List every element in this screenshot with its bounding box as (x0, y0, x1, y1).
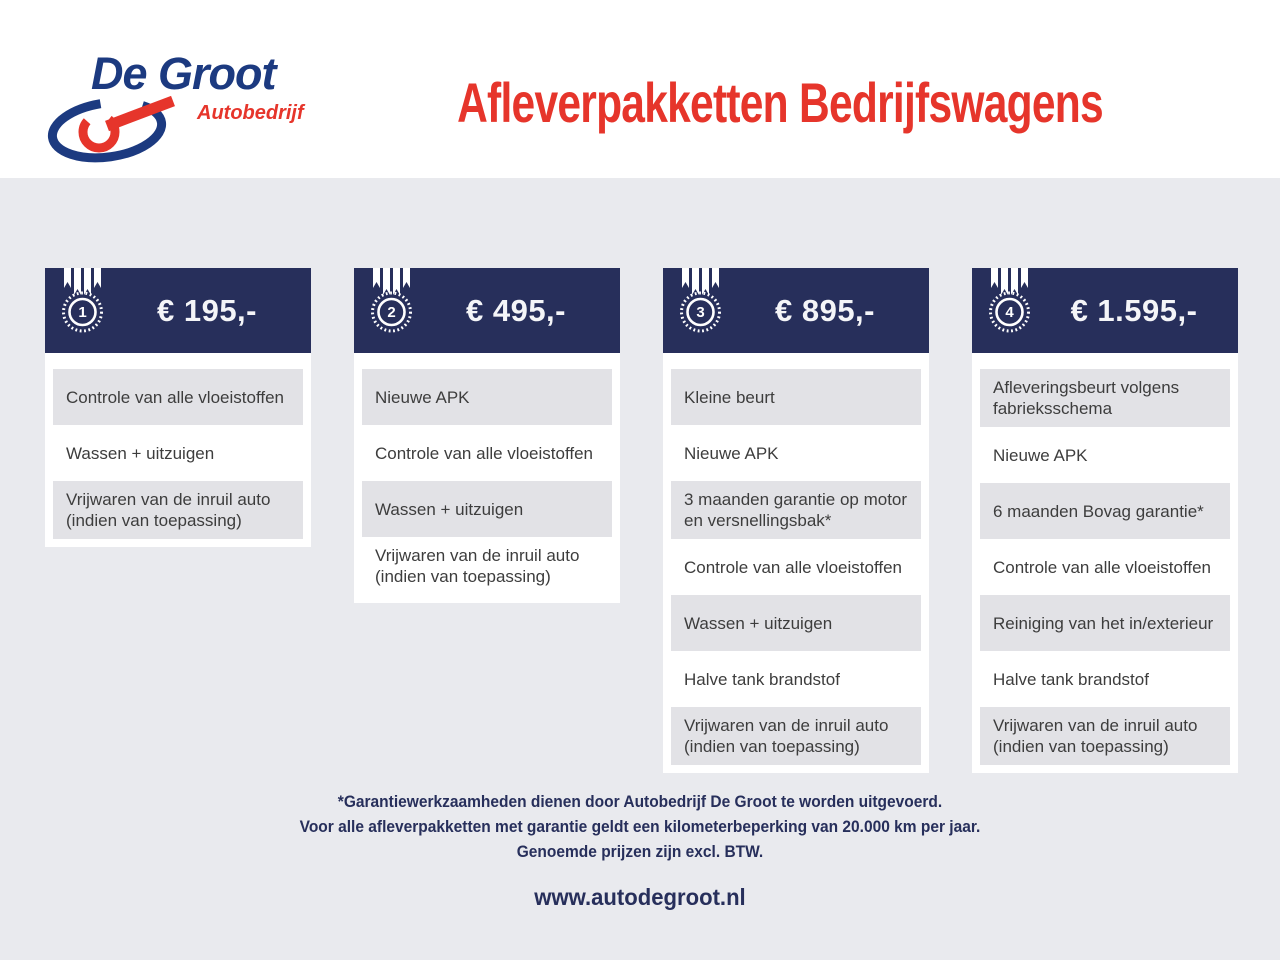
page-title: Afleverpakketten Bedrijfswagens (457, 71, 1104, 134)
package-card: 2 € 495,- Nieuwe APK Controle van alle vl… (354, 268, 620, 603)
package-items: Afleveringsbeurt volgens fabrieksschema N… (972, 353, 1238, 773)
package-item: Nieuwe APK (362, 369, 612, 425)
package-card: 3 € 895,- Kleine beurt Nieuwe APK 3 maande… (663, 268, 929, 773)
package-price: € 1.595,- (1070, 292, 1198, 328)
footnote-line: Voor alle afleverpakketten met garantie … (299, 818, 981, 836)
package-item: Nieuwe APK (671, 425, 921, 481)
medal-number: 4 (1005, 304, 1014, 321)
brand-name: De Groot (91, 48, 277, 99)
medal-number: 3 (696, 304, 704, 321)
package-item: Wassen + uitzuigen (362, 481, 612, 537)
package-item: Halve tank brandstof (671, 651, 921, 707)
package-item: 6 maanden Bovag garantie* (980, 483, 1230, 539)
medal-number: 1 (78, 304, 86, 321)
package-card-header: 1 € 195,- (45, 268, 311, 353)
medal-number: 2 (387, 304, 395, 321)
website-link[interactable]: www.autodegroot.nl (534, 884, 746, 910)
package-item: Reiniging van het in/exterieur (980, 595, 1230, 651)
package-items: Kleine beurt Nieuwe APK 3 maanden garantie… (663, 353, 929, 773)
package-item: Controle van alle vloeistoffen (671, 539, 921, 595)
package-item: Vrijwaren van de inruil auto (indien van… (980, 707, 1230, 765)
package-card-header: 4 € 1.595,- (972, 268, 1238, 353)
package-item: Kleine beurt (671, 369, 921, 425)
package-price: € 195,- (156, 292, 257, 328)
footnotes: *Garantiewerkzaamheden dienen door Autob… (0, 790, 1280, 865)
package-item: 3 maanden garantie op motor en versnelli… (671, 481, 921, 539)
package-cards: 1 € 195,- Controle van alle vloeistoffen… (45, 268, 1238, 773)
package-item: Wassen + uitzuigen (53, 425, 303, 481)
package-item: Afleveringsbeurt volgens fabrieksschema (980, 369, 1230, 427)
package-item: Nieuwe APK (980, 427, 1230, 483)
package-item: Controle van alle vloeistoffen (53, 369, 303, 425)
medal-icon: 2 (371, 268, 412, 333)
footnote-line: *Garantiewerkzaamheden dienen door Autob… (337, 793, 943, 811)
package-price: € 495,- (465, 292, 566, 328)
package-item: Controle van alle vloeistoffen (362, 425, 612, 481)
brand-logo: De Groot Autobedrijf (45, 48, 315, 172)
footnote-line: Genoemde prijzen zijn excl. BTW. (516, 843, 764, 861)
package-card-header: 2 € 495,- (354, 268, 620, 353)
medal-icon: 4 (989, 268, 1030, 333)
package-item: Vrijwaren van de inruil auto (indien van… (362, 537, 612, 595)
package-item: Vrijwaren van de inruil auto (indien van… (53, 481, 303, 539)
logo-swoosh-icon (47, 95, 175, 163)
package-item: Vrijwaren van de inruil auto (indien van… (671, 707, 921, 765)
package-item: Wassen + uitzuigen (671, 595, 921, 651)
brand-subtitle: Autobedrijf (197, 102, 304, 124)
package-items: Controle van alle vloeistoffen Wassen + u… (45, 353, 311, 547)
package-item: Halve tank brandstof (980, 651, 1230, 707)
package-card: 1 € 195,- Controle van alle vloeistoffen… (45, 268, 311, 547)
package-price: € 895,- (774, 292, 875, 328)
medal-icon: 3 (680, 268, 721, 333)
package-card: 4 € 1.595,- Afleveringsbeurt volgens fab… (972, 268, 1238, 773)
medal-icon: 1 (62, 268, 103, 333)
package-items: Nieuwe APK Controle van alle vloeistoffen… (354, 353, 620, 603)
package-item: Controle van alle vloeistoffen (980, 539, 1230, 595)
package-card-header: 3 € 895,- (663, 268, 929, 353)
header-band (0, 0, 1280, 178)
